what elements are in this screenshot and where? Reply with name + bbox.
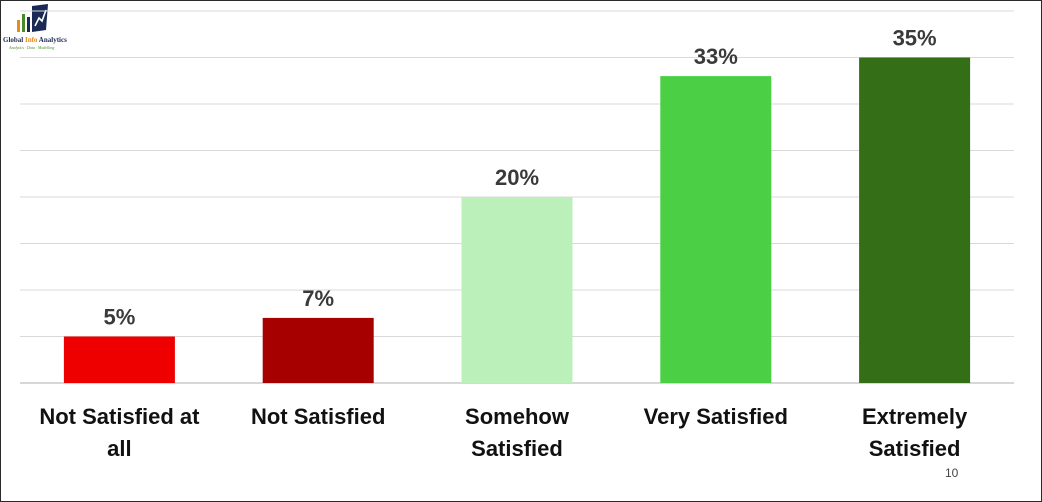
bar-value-label: 7% xyxy=(302,286,334,311)
category-label-line: Not Satisfied xyxy=(251,404,385,429)
bar-value-label: 20% xyxy=(495,165,539,190)
bar xyxy=(461,197,573,383)
bar-value-label: 35% xyxy=(893,26,937,51)
category-label-line: all xyxy=(107,436,131,461)
logo-title-accent: Info xyxy=(24,36,38,44)
logo-title-suffix: Analytics xyxy=(37,36,67,44)
category-label: Very Satisfied xyxy=(644,404,788,429)
category-label: Not Satisfied xyxy=(251,404,385,429)
category-label: Extremely Satisfied xyxy=(862,404,968,461)
bar xyxy=(859,57,971,383)
category-label-line: Extremely xyxy=(862,404,968,429)
category-label-line: Satisfied xyxy=(869,436,961,461)
logo-title-prefix: Global xyxy=(3,36,25,44)
page-number: 10 xyxy=(945,466,959,480)
bar-value-label: 33% xyxy=(694,44,738,69)
bar-value-label: 5% xyxy=(104,305,136,330)
logo-title: Global Info Analytics xyxy=(3,36,75,44)
category-label-line: Satisfied xyxy=(471,436,563,461)
bar xyxy=(63,336,175,383)
bar xyxy=(660,76,772,383)
logo-tagline: Analytics · Data · Modelling xyxy=(9,45,55,50)
category-label: Not Satisfied at all xyxy=(39,404,200,461)
category-label: Somehow Satisfied xyxy=(465,404,570,461)
category-label-line: Somehow xyxy=(465,404,570,429)
category-label-line: Very Satisfied xyxy=(644,404,788,429)
category-label-line: Not Satisfied at xyxy=(39,404,200,429)
bar xyxy=(262,317,374,383)
